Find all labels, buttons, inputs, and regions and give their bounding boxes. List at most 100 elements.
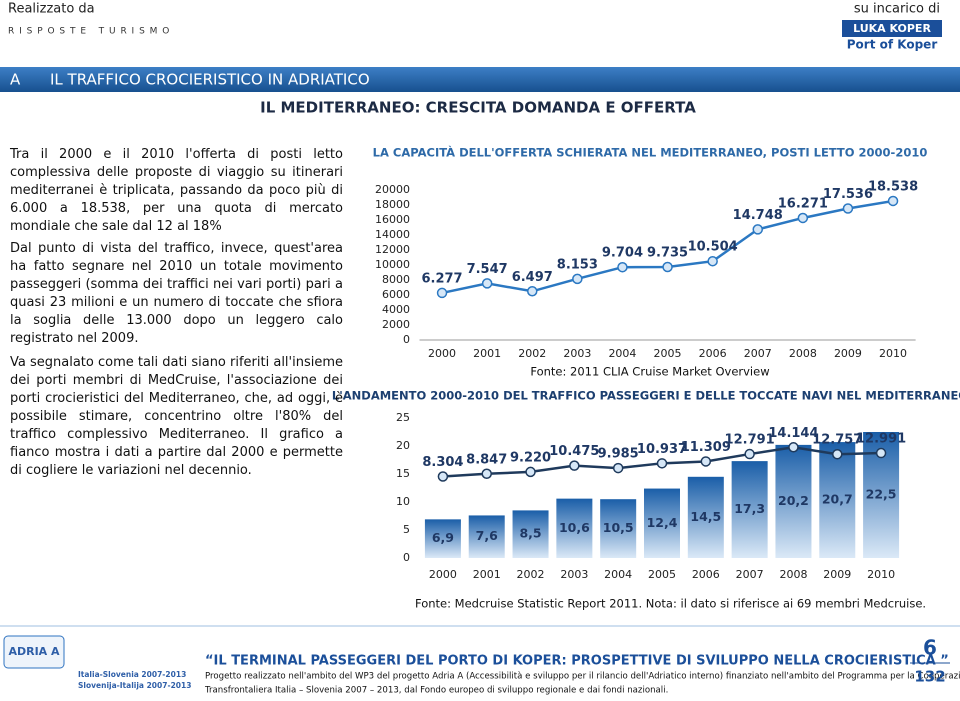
x-tick-label: 2008 [789,347,817,360]
bar [775,444,812,558]
data-point [842,203,854,214]
bar-label: 6,9 [432,530,454,545]
paragraph: Va segnalato come tali dati siano riferi… [10,355,344,478]
data-point [612,462,624,474]
data-point [700,456,712,467]
x-tick-label: 2003 [563,347,591,360]
x-tick-label: 2001 [473,347,501,360]
y-tick-label: 10000 [375,258,410,271]
data-point [707,255,718,267]
y-tick-label: 4000 [382,303,410,316]
y-tick-label: 18000 [375,198,410,211]
x-tick-label: 2007 [744,347,772,360]
x-tick-label: 2005 [654,347,682,360]
bar-label: 10,6 [559,520,590,535]
banner [0,67,960,92]
data-label: 16.271 [778,196,828,211]
data-label: 14.144 [768,426,818,441]
data-label: 12.791 [725,433,775,448]
bar-label: 14,5 [690,509,721,524]
x-tick-label: 2004 [604,568,632,581]
data-label: 9.985 [598,447,639,462]
x-tick-label: 2009 [834,347,862,360]
y-tick-label: 15 [396,467,410,480]
paragraph: Tra il 2000 e il 2010 l'offerta di posti… [10,147,343,234]
data-point [788,442,799,453]
x-tick-label: 2008 [779,568,807,581]
bar-label: 20,2 [778,493,809,508]
chart-title: LA CAPACITÀ DELL'OFFERTA SCHIERATA NEL M… [373,145,928,160]
x-tick-label: 2002 [518,347,546,360]
page-number: 6 [923,636,937,660]
footer-line: Progetto realizzato nell'ambito del WP3 … [205,672,960,682]
y-tick-label: 2000 [382,318,410,331]
data-point [887,195,899,207]
data-label: 14.748 [733,208,783,223]
x-tick-label: 2010 [867,568,895,581]
data-label: 17.536 [823,187,873,202]
data-point [437,471,449,482]
y-tick-label: 0 [403,551,410,564]
bar [556,498,593,558]
y-tick-label: 6000 [382,288,410,301]
data-point [481,278,493,289]
data-label: 18.538 [868,179,918,194]
data-label: 8.847 [466,452,507,467]
data-point [436,287,448,299]
program-logo-text: Slovenija-Italija 2007-2013 [78,681,191,690]
data-label: 12.991 [856,432,906,447]
x-tick-label: 2005 [648,568,676,581]
adria-logo-text: ADRIA A [8,645,60,658]
x-tick-label: 2002 [517,568,545,581]
data-point [832,448,843,460]
y-tick-label: 0 [403,333,410,346]
data-point [481,468,492,480]
data-label: 7.547 [467,262,508,277]
adria-logo [3,635,65,669]
header-left-logo: R I S P O S T E T U R I S M O [8,27,170,37]
bar-label: 20,7 [822,492,853,507]
data-point [797,212,809,224]
data-point [569,460,580,471]
bar [424,519,461,558]
bar-label: 12,4 [647,515,678,530]
y-tick-label: 10 [396,495,410,508]
y-tick-label: 14000 [375,228,410,241]
logo-box [842,20,942,37]
data-label: 9.704 [602,246,643,261]
data-label: 9.735 [647,245,688,260]
bar-label: 7,6 [476,528,498,543]
bar [731,461,768,558]
data-label: 10.937 [637,442,687,457]
data-label: 6.277 [421,271,462,286]
x-tick-label: 2010 [879,347,907,360]
y-tick-label: 8000 [382,273,410,286]
data-point [525,466,536,478]
x-tick-label: 2001 [473,568,501,581]
data-label: 12.757 [812,433,862,448]
data-point [656,458,668,469]
data-label: 10.475 [549,444,599,459]
header-right-logo-sub: Port of Koper [847,38,938,52]
bar-label: 17,3 [734,501,765,516]
bar [512,510,549,558]
bar [644,488,680,558]
data-point [744,448,755,460]
footer-line: Transfrontaliera Italia – Slovenia 2007 … [204,686,668,696]
program-logo-text: Italia-Slovenia 2007-2013 [78,670,186,679]
x-tick-label: 2007 [736,568,764,581]
header-right-label: su incarico di [854,2,940,17]
x-tick-label: 2004 [608,347,636,360]
bar [819,442,856,558]
y-tick-label: 20000 [375,183,410,196]
chart-title: L'ANDAMENTO 2000-2010 DEL TRAFFICO PASSE… [332,389,960,403]
data-point [527,286,538,297]
bar-label: 22,5 [866,487,897,502]
x-tick-label: 2009 [823,568,851,581]
section-title: IL MEDITERRANEO: CRESCITA DOMANDA E OFFE… [260,99,696,117]
data-label: 8.153 [557,257,598,272]
data-point [875,447,887,459]
paragraph: Dal punto di vista del traffico, invece,… [10,241,343,346]
y-tick-label: 12000 [375,243,410,256]
